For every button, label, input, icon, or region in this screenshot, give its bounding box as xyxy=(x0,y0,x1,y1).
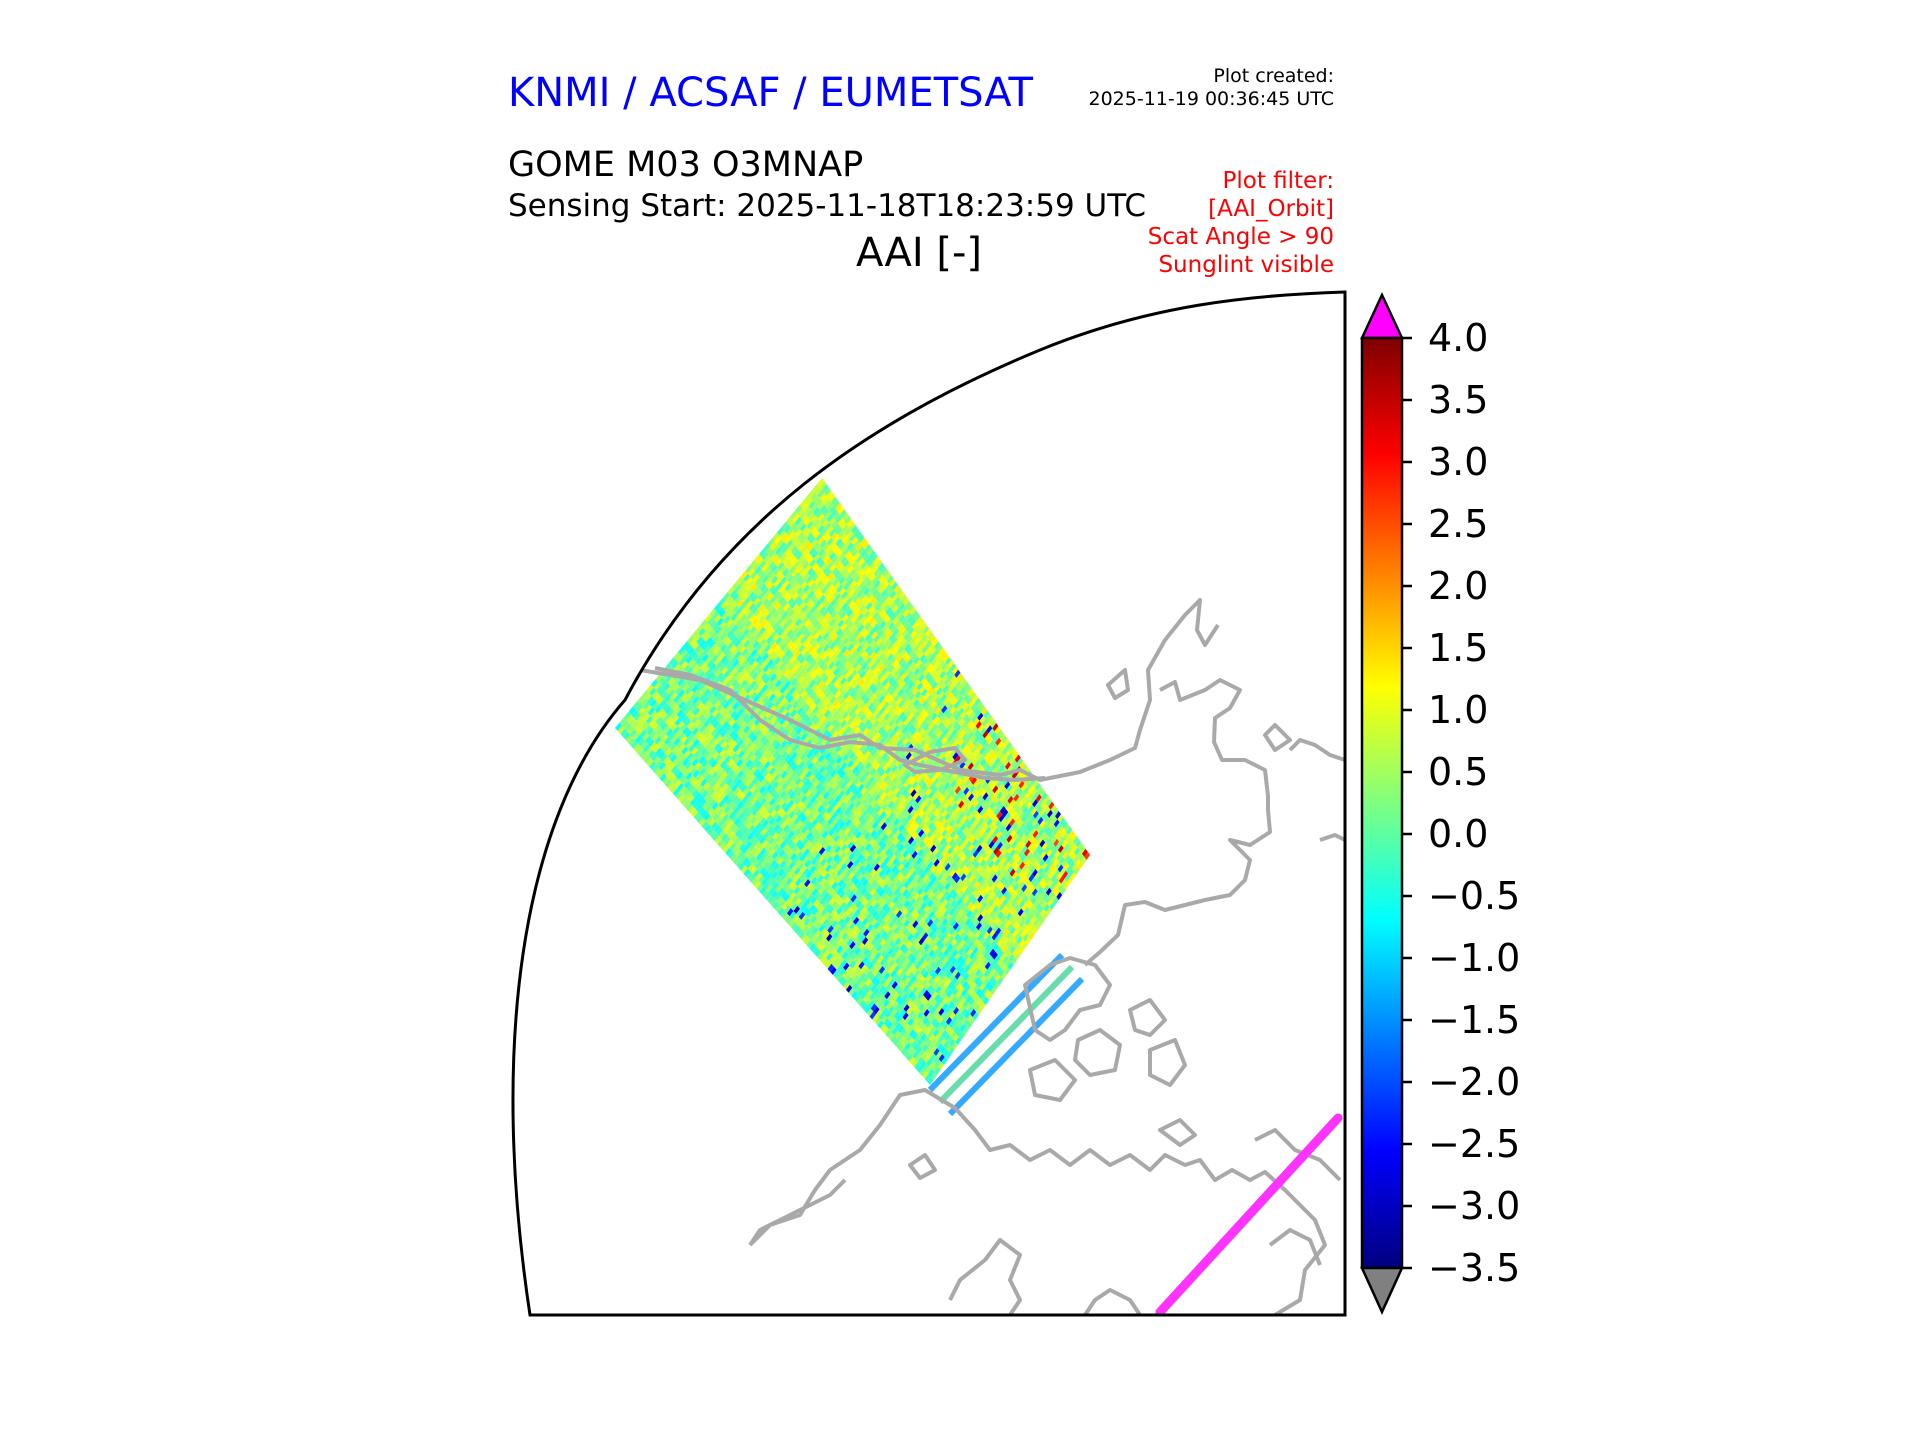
colorbar-tick-label: 3.0 xyxy=(1428,440,1489,484)
coastline-east-mid xyxy=(1319,833,1345,842)
colorbar-under-arrow xyxy=(1360,1266,1404,1316)
plot-created-label: Plot created: xyxy=(1213,65,1334,87)
coastline-swath-line xyxy=(654,666,1046,782)
colorbar-over-arrow xyxy=(1360,292,1404,340)
colorbar-tick-label: −1.5 xyxy=(1428,998,1521,1042)
coastline-south xyxy=(748,1178,847,1247)
colorbar-tick-label: 2.0 xyxy=(1428,564,1489,608)
colorbar-gradient xyxy=(1360,336,1404,1270)
sensing-start: Sensing Start: 2025-11-18T18:23:59 UTC xyxy=(508,188,1146,224)
coastline-north xyxy=(639,598,1220,782)
colorbar-tick-label: −3.5 xyxy=(1428,1246,1521,1290)
colorbar-tick-label: 0.5 xyxy=(1428,750,1489,794)
plot-filter-scat-angle: Scat Angle > 90 xyxy=(1147,224,1334,250)
coastline-northeast xyxy=(1083,678,1272,967)
coastlines xyxy=(639,598,1345,1315)
colorbar-tick-label: 3.5 xyxy=(1428,378,1489,422)
plot-created-time: 2025-11-19 00:36:45 UTC xyxy=(1088,88,1335,110)
island-arch-3 xyxy=(1148,1038,1187,1087)
island-bay xyxy=(1263,723,1292,752)
plot-filter-orbit: [AAI_Orbit] xyxy=(1208,196,1334,222)
island-arch-4 xyxy=(1028,1058,1077,1102)
swath-scanline xyxy=(927,952,1065,1093)
swath-scanline xyxy=(937,964,1075,1105)
plot-filter-sunglint: Sunglint visible xyxy=(1158,252,1334,278)
coastline-east-lower xyxy=(1268,1228,1322,1266)
colorbar-tick-label: 1.0 xyxy=(1428,688,1489,732)
coastline-bay-south xyxy=(948,1238,1022,1315)
island-south-1 xyxy=(908,1153,937,1180)
island-north xyxy=(903,746,967,774)
coastline-archipelago xyxy=(1023,956,1112,1042)
sunglint-line xyxy=(1155,1113,1343,1315)
colorbar-tick-label: −2.0 xyxy=(1428,1060,1521,1104)
coastline-east-low xyxy=(1254,1128,1342,1182)
map-frame xyxy=(511,290,1347,1317)
coastline-mainland xyxy=(748,1088,1327,1315)
coastline-south-east xyxy=(1083,1288,1142,1315)
plot-filter-label: Plot filter: xyxy=(1222,168,1334,194)
variable-title: AAI [-] xyxy=(856,230,982,276)
colorbar-tick-label: −0.5 xyxy=(1428,874,1521,918)
coastline-east-top xyxy=(1288,738,1345,762)
swath-scanline xyxy=(947,976,1085,1117)
island-greenland-west xyxy=(1106,668,1130,700)
colorbar-tick-label: 0.0 xyxy=(1428,812,1489,856)
aai-swath xyxy=(615,478,1090,1117)
colorbar-tick-label: 4.0 xyxy=(1428,316,1489,360)
agency-title: KNMI / ACSAF / EUMETSAT xyxy=(508,70,1033,116)
island-south-2 xyxy=(1158,1118,1197,1147)
colorbar-tick-label: 1.5 xyxy=(1428,626,1489,670)
colorbar-tick-label: −1.0 xyxy=(1428,936,1521,980)
colorbar-tick-label: −3.0 xyxy=(1428,1184,1521,1228)
island-arch-1 xyxy=(1073,1028,1122,1077)
colorbar-tick-label: −2.5 xyxy=(1428,1122,1521,1166)
colorbar-tick-label: 2.5 xyxy=(1428,502,1489,546)
island-arch-2 xyxy=(1128,998,1167,1037)
product-title: GOME M03 O3MNAP xyxy=(508,145,864,185)
